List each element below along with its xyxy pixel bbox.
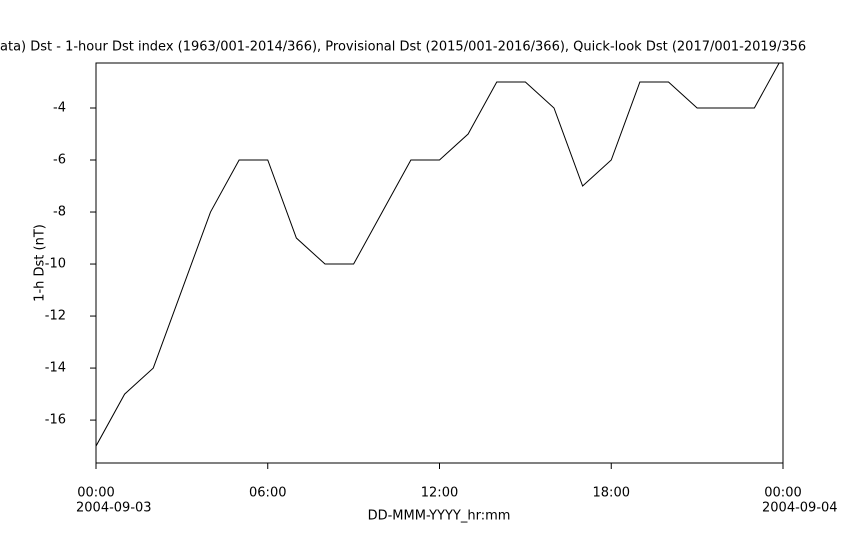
- y-tick-label: -16: [45, 413, 66, 428]
- x-tick-label: 06:00: [249, 486, 286, 501]
- x-axis-label: DD-MMM-YYYY_hr:mm: [368, 509, 511, 524]
- y-axis-label: 1-h Dst (nT): [33, 224, 48, 302]
- x-tick-label: 00:00: [764, 486, 801, 501]
- chart-title: ata) Dst - 1-hour Dst index (1963/001-20…: [0, 40, 806, 55]
- y-tick-label: -10: [45, 257, 66, 272]
- y-tick-label: -8: [53, 205, 66, 220]
- y-tick-label: -14: [45, 361, 66, 376]
- x-tick-label: 00:00: [77, 486, 114, 501]
- start-date: 2004-09-03: [76, 501, 152, 516]
- y-tick-label: -12: [45, 309, 66, 324]
- y-tick-label: -6: [53, 153, 66, 168]
- end-date: 2004-09-04: [762, 501, 838, 516]
- x-tick-label: 12:00: [421, 486, 458, 501]
- data-line: [96, 63, 780, 447]
- x-tick-label: 18:00: [593, 486, 630, 501]
- y-tick-label: -4: [53, 100, 66, 115]
- plot-frame: [95, 62, 784, 464]
